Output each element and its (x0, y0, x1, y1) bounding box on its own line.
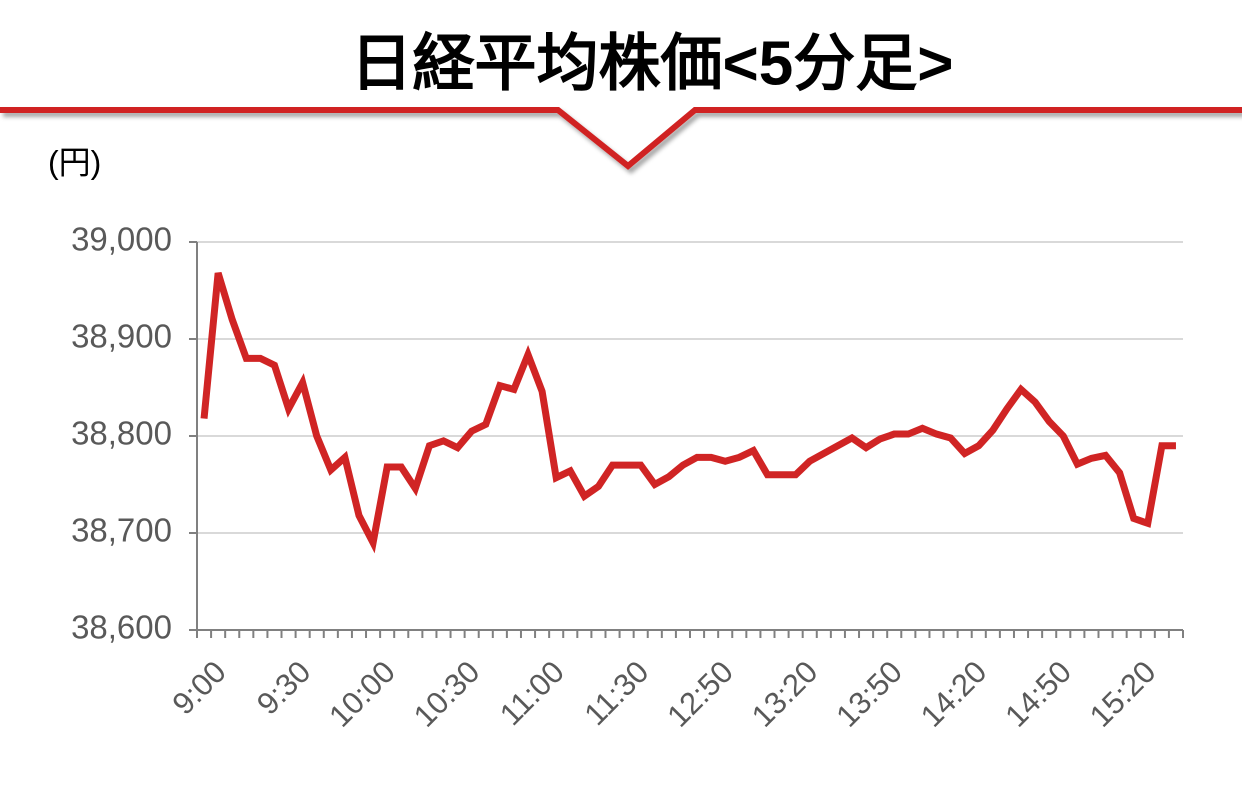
x-tick-label: 11:00 (493, 654, 571, 732)
y-axis-label: (円) (48, 144, 101, 180)
y-tick-label: 39,000 (71, 221, 172, 258)
header-rule (0, 107, 1242, 170)
x-tick-label: 14:50 (998, 654, 1078, 734)
line-series (200, 272, 1176, 554)
x-tick-label: 12:50 (660, 654, 740, 734)
x-tick-label: 13:20 (745, 654, 825, 734)
y-tick-label: 38,700 (71, 512, 172, 549)
x-tick-label: 14:20 (914, 654, 994, 734)
x-tick-label: 9:30 (250, 654, 317, 721)
y-tick-label: 38,900 (71, 318, 172, 355)
x-tick-label: 9:00 (165, 654, 232, 721)
y-tick-label: 38,800 (71, 415, 172, 452)
x-tick-label: 10:00 (322, 654, 402, 734)
x-tick-label: 11:30 (577, 654, 655, 732)
chart-title: 日経平均株価<5分足> (351, 29, 954, 98)
x-tick-label: 10:30 (407, 654, 487, 734)
y-tick-label: 38,600 (71, 609, 172, 646)
x-tick-label: 13:50 (829, 654, 909, 734)
x-tick-label: 15:20 (1083, 654, 1163, 734)
